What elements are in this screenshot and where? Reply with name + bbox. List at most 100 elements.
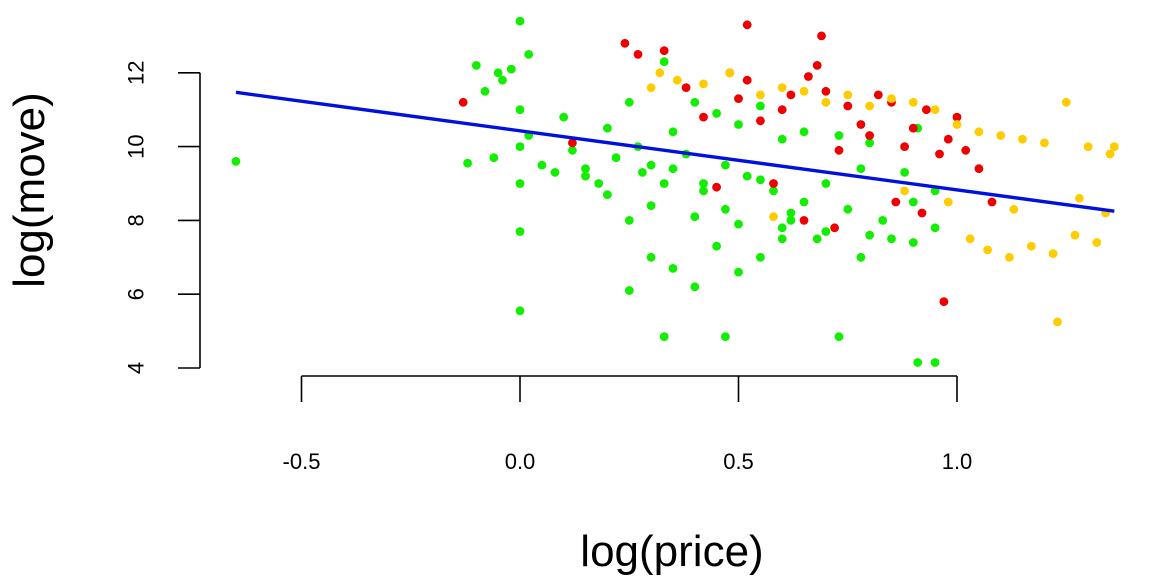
data-point [812, 234, 822, 244]
data-point [1005, 252, 1014, 262]
data-point [987, 197, 997, 207]
data-point [489, 153, 499, 163]
data-point [834, 332, 844, 341]
data-point [777, 134, 787, 144]
data-point [1018, 134, 1027, 144]
y-tick-label: 12 [124, 61, 149, 85]
data-point [756, 90, 765, 100]
data-point [646, 83, 656, 92]
data-point [856, 120, 866, 129]
data-point [873, 90, 883, 100]
data-point [537, 160, 547, 170]
data-point [638, 168, 647, 177]
data-point [1075, 193, 1084, 203]
data-point [1092, 238, 1102, 247]
data-point [930, 358, 940, 367]
data-point [524, 50, 534, 59]
data-point [690, 282, 700, 292]
data-point [742, 75, 752, 85]
data-point [900, 186, 909, 196]
data-point [742, 171, 752, 181]
data-point [756, 116, 765, 126]
data-point [668, 264, 678, 273]
data-point [922, 105, 931, 115]
data-point [777, 234, 787, 244]
data-point [624, 286, 634, 295]
data-point [769, 212, 778, 222]
data-point [1048, 249, 1058, 258]
data-point [961, 145, 971, 155]
data-point [1070, 230, 1080, 240]
data-point [943, 134, 953, 144]
data-point [515, 105, 525, 115]
data-point [620, 38, 630, 48]
data-point [568, 138, 577, 148]
data-point [834, 145, 844, 155]
data-point [498, 75, 507, 85]
data-point [712, 109, 721, 118]
data-point [821, 97, 831, 107]
data-point [690, 97, 700, 107]
data-point [917, 208, 927, 218]
data-point [480, 86, 490, 96]
x-tick-label: 1.0 [942, 449, 973, 474]
regression-line-layer [235, 90, 1115, 213]
data-point [887, 94, 896, 103]
data-point [603, 190, 612, 200]
x-axis: -0.5 0.0 0.5 1.0 [283, 375, 973, 474]
data-point [817, 31, 826, 41]
data-point [830, 223, 839, 233]
data-point [699, 112, 708, 122]
data-point [812, 61, 822, 70]
data-point [834, 131, 844, 140]
data-point [515, 306, 525, 316]
data-point [908, 238, 918, 247]
data-point [786, 216, 796, 225]
x-tick-label: 0.5 [723, 449, 754, 474]
data-point [865, 138, 874, 148]
data-point [1083, 142, 1093, 152]
data-point [515, 227, 525, 236]
data-point [900, 142, 909, 152]
data-point [878, 216, 888, 225]
data-point [699, 79, 708, 89]
data-point [471, 61, 481, 70]
data-point [777, 105, 787, 115]
data-point [690, 212, 700, 222]
data-point [943, 197, 953, 207]
data-point [913, 358, 923, 367]
data-point [493, 68, 503, 78]
data-point [996, 131, 1006, 140]
x-tick-label: 0.0 [505, 449, 536, 474]
data-point [821, 227, 831, 236]
data-point [1061, 97, 1071, 107]
data-point [799, 197, 809, 207]
data-points [231, 16, 1119, 367]
y-tick-label: 6 [124, 288, 149, 300]
data-point [699, 179, 708, 188]
regression-line [235, 90, 1115, 213]
data-point [515, 142, 525, 152]
data-point [930, 105, 940, 115]
data-point [843, 90, 853, 100]
series-2 [458, 20, 997, 306]
data-point [786, 208, 796, 218]
data-point [865, 101, 874, 111]
data-point [799, 216, 809, 225]
data-point [725, 68, 735, 78]
data-point [821, 179, 831, 188]
data-point [887, 234, 896, 244]
data-point [515, 179, 525, 188]
data-point [908, 123, 918, 133]
data-point [983, 245, 992, 255]
y-tick-label: 8 [124, 214, 149, 226]
data-point [734, 94, 743, 103]
data-point [756, 175, 765, 185]
data-point [721, 204, 730, 214]
data-point [1053, 317, 1062, 327]
data-point [843, 101, 853, 111]
data-point [603, 123, 612, 133]
data-point [756, 101, 765, 111]
data-point [646, 252, 656, 262]
